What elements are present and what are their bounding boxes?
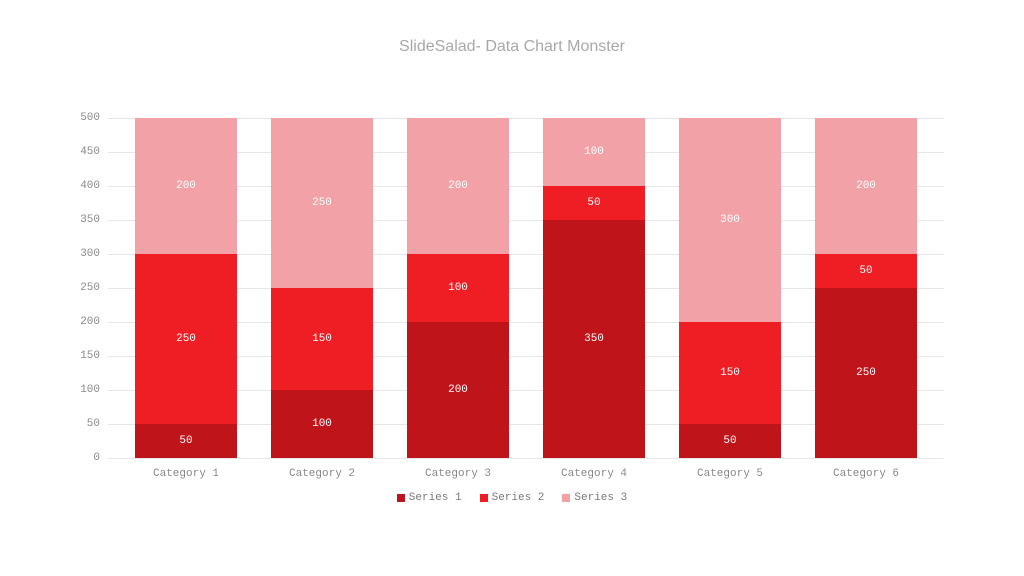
legend-swatch	[562, 494, 570, 502]
y-axis-label: 100	[80, 384, 100, 396]
x-axis-label: Category 6	[833, 468, 899, 480]
bar-segment: 200	[815, 118, 917, 254]
y-axis-label: 450	[80, 146, 100, 158]
stacked-bar: 35050100	[543, 118, 645, 458]
y-axis-label: 350	[80, 214, 100, 226]
bar-segment: 300	[679, 118, 781, 322]
legend-item: Series 3	[562, 492, 627, 504]
legend-label: Series 3	[574, 492, 627, 504]
legend-swatch	[397, 494, 405, 502]
y-axis-label: 300	[80, 248, 100, 260]
bar-group: 50250200Category 1	[118, 118, 254, 458]
x-axis-label: Category 2	[289, 468, 355, 480]
bar-segment: 250	[815, 288, 917, 458]
legend-swatch	[480, 494, 488, 502]
y-axis-label: 150	[80, 350, 100, 362]
bars-container: 50250200Category 1100150250Category 2200…	[108, 118, 944, 458]
bar-segment: 50	[679, 424, 781, 458]
y-axis-label: 50	[87, 418, 100, 430]
x-axis-label: Category 3	[425, 468, 491, 480]
bar-segment: 50	[543, 186, 645, 220]
y-axis-label: 0	[93, 452, 100, 464]
bar-segment: 150	[271, 288, 373, 390]
stacked-bar: 25050200	[815, 118, 917, 458]
bar-segment: 250	[135, 254, 237, 424]
bar-segment: 250	[271, 118, 373, 288]
bar-segment: 150	[679, 322, 781, 424]
stacked-bar: 100150250	[271, 118, 373, 458]
legend-label: Series 1	[409, 492, 462, 504]
legend-item: Series 2	[480, 492, 545, 504]
stacked-bar: 50250200	[135, 118, 237, 458]
bar-group: 100150250Category 2	[254, 118, 390, 458]
bar-segment: 100	[271, 390, 373, 458]
chart-title: SlideSalad- Data Chart Monster	[0, 38, 1024, 56]
legend-label: Series 2	[492, 492, 545, 504]
bar-segment: 50	[815, 254, 917, 288]
y-axis-label: 400	[80, 180, 100, 192]
legend-item: Series 1	[397, 492, 462, 504]
gridline: 0	[108, 458, 944, 459]
bar-group: 25050200Category 6	[798, 118, 934, 458]
y-axis-label: 500	[80, 112, 100, 124]
y-axis-label: 200	[80, 316, 100, 328]
bar-segment: 350	[543, 220, 645, 458]
bar-group: 50150300Category 5	[662, 118, 798, 458]
bar-segment: 200	[135, 118, 237, 254]
chart-legend: Series 1 Series 2 Series 3	[0, 492, 1024, 504]
bar-segment: 200	[407, 322, 509, 458]
bar-group: 35050100Category 4	[526, 118, 662, 458]
bar-segment: 200	[407, 118, 509, 254]
chart-plot-area: 050100150200250300350400450500 50250200C…	[108, 118, 944, 458]
x-axis-label: Category 4	[561, 468, 627, 480]
x-axis-label: Category 1	[153, 468, 219, 480]
stacked-bar: 50150300	[679, 118, 781, 458]
y-axis-label: 250	[80, 282, 100, 294]
bar-segment: 100	[543, 118, 645, 186]
stacked-bar: 200100200	[407, 118, 509, 458]
bar-segment: 100	[407, 254, 509, 322]
bar-segment: 50	[135, 424, 237, 458]
x-axis-label: Category 5	[697, 468, 763, 480]
bar-group: 200100200Category 3	[390, 118, 526, 458]
